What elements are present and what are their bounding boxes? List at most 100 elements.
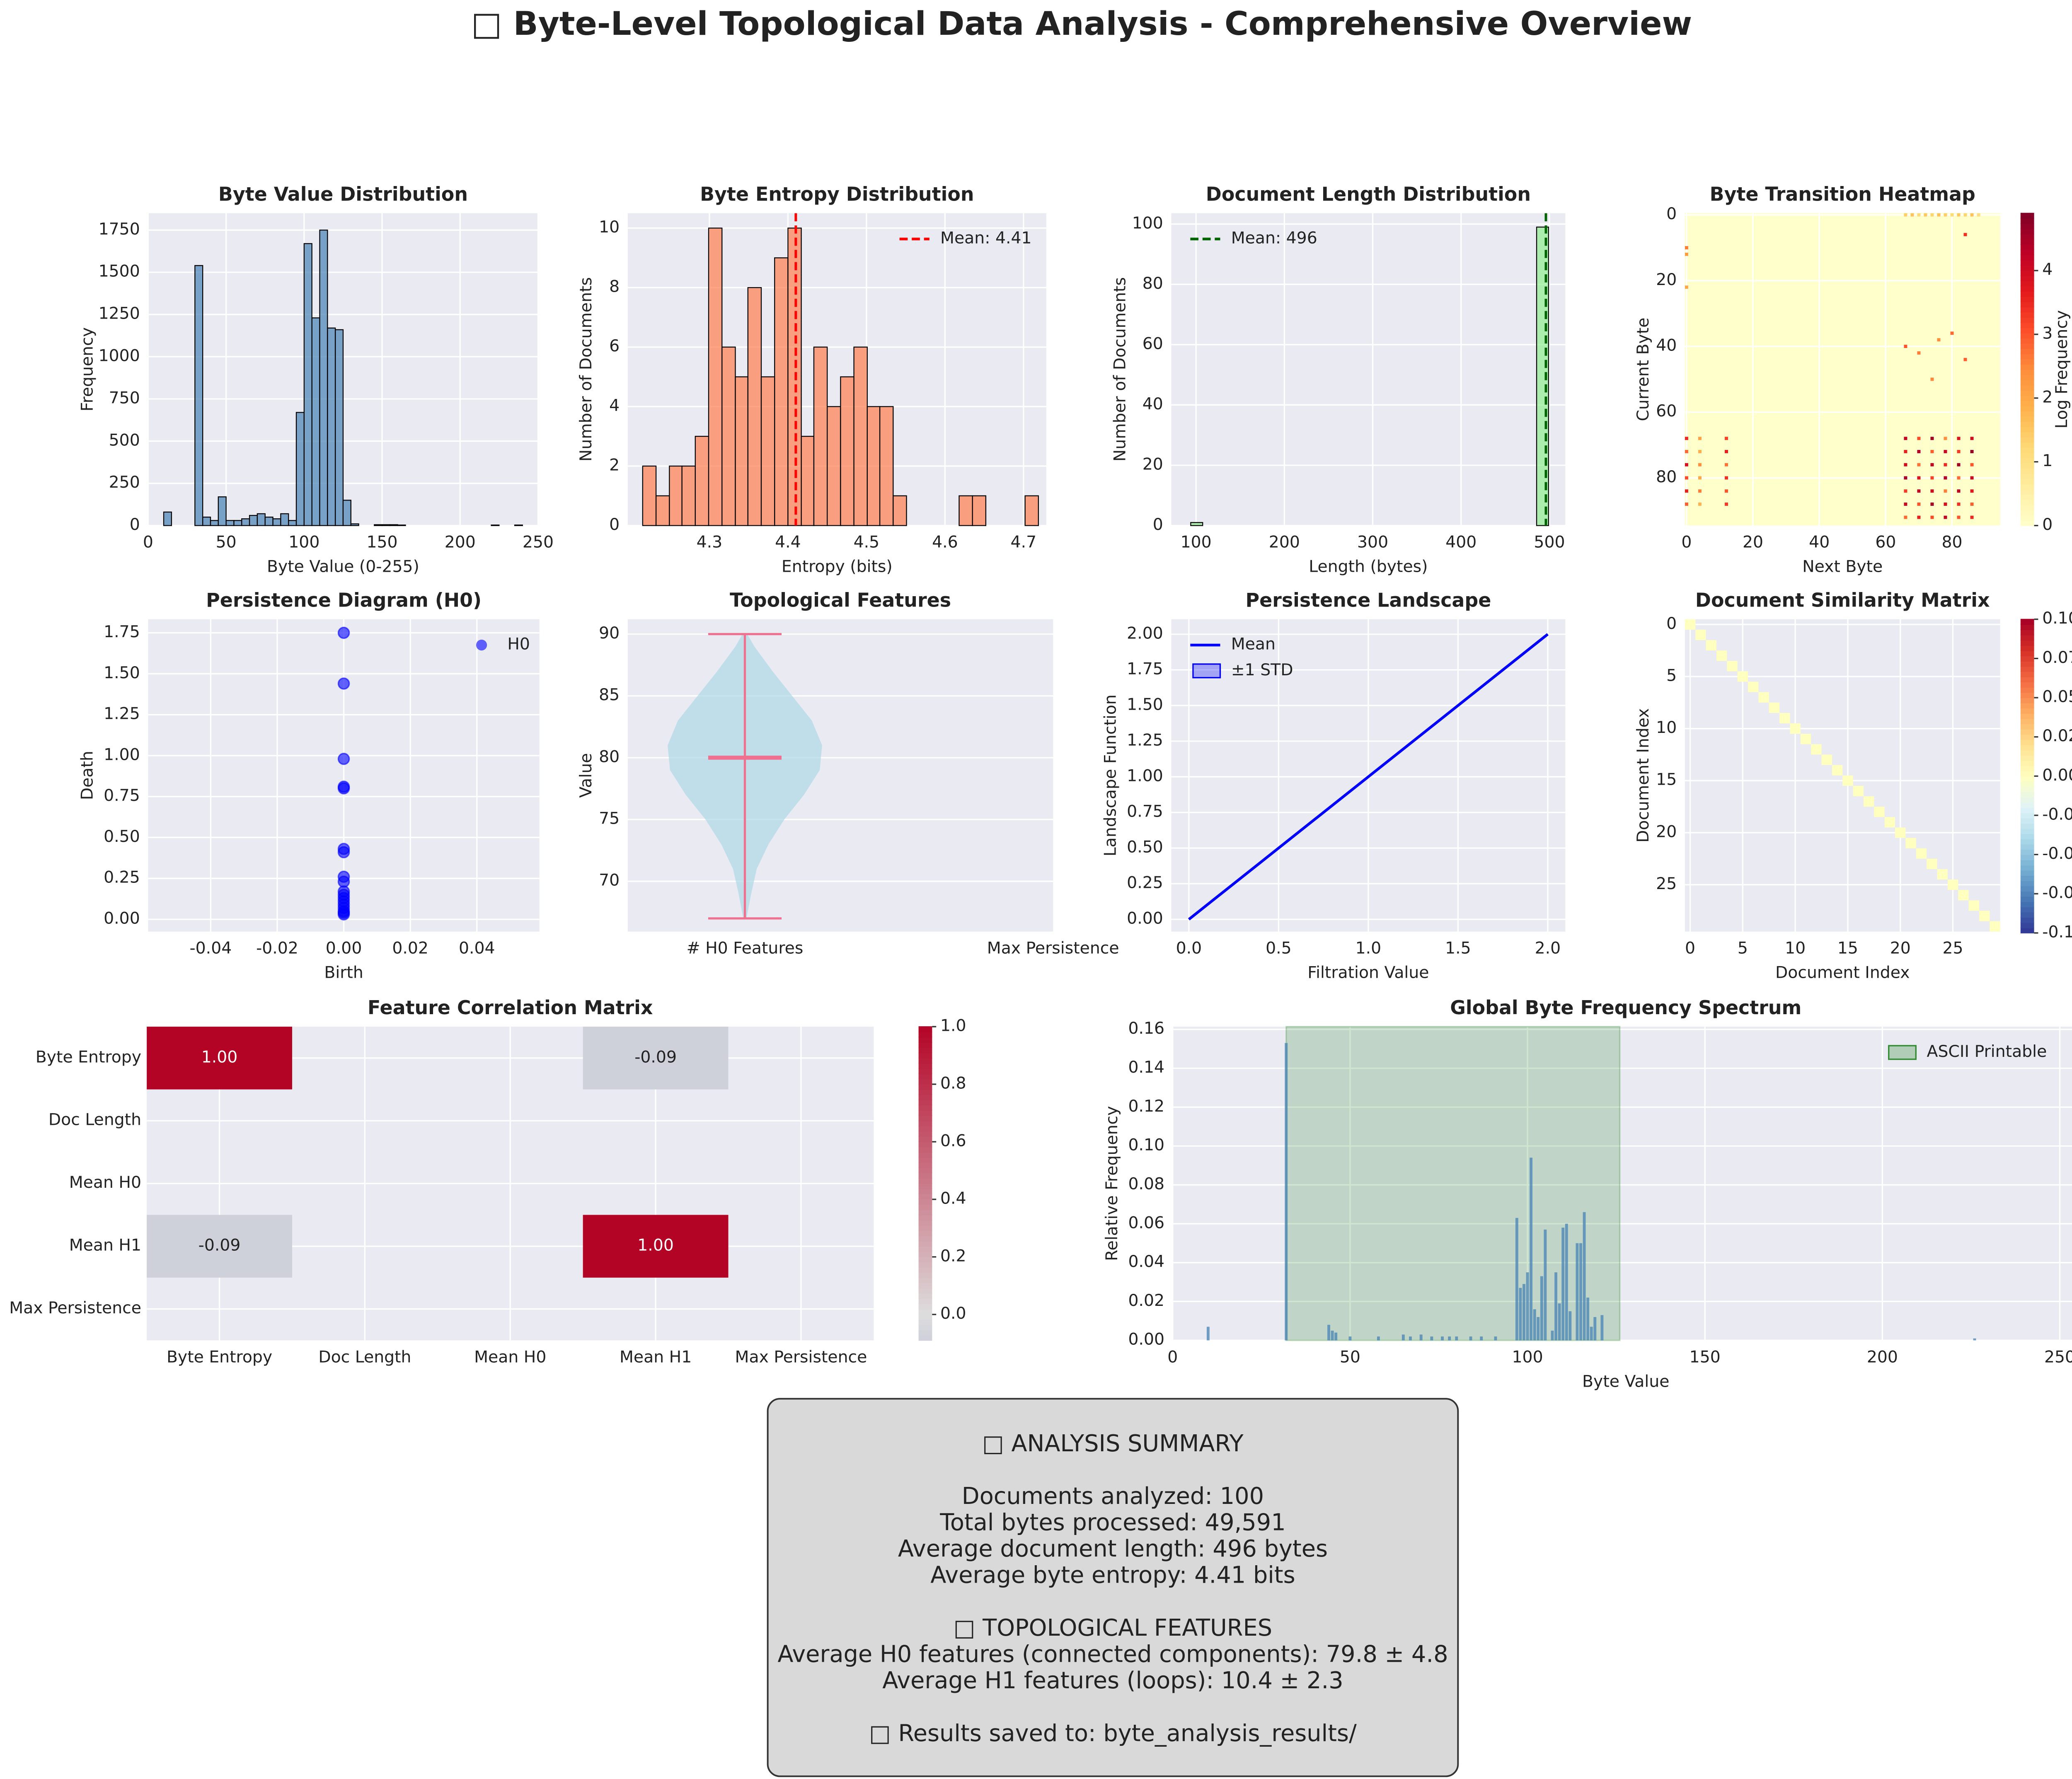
colorbar-segment (918, 1214, 932, 1221)
heatmap-cell (1930, 213, 1934, 217)
colorbar-segment (2020, 431, 2034, 437)
heatmap-cell (1944, 463, 1947, 467)
x-tick-label: 40 (1809, 533, 1830, 552)
colorbar-segment (918, 1303, 932, 1310)
bar (1327, 1325, 1330, 1341)
histogram-bar (264, 517, 274, 526)
colorbar-segment (2020, 233, 2034, 240)
y-tick-label: 2.00 (1127, 624, 1163, 643)
colorbar-segment (918, 1146, 932, 1153)
heatmap-cell (1944, 437, 1947, 440)
x-tick-label: 200 (1269, 533, 1300, 552)
heatmap-cell (1930, 437, 1934, 440)
y-tick-label: 500 (109, 430, 140, 450)
heatmap-cell (1930, 502, 1934, 506)
bar (1530, 1158, 1533, 1341)
legend-swatch (1888, 1045, 1917, 1060)
y-tick-label: 0.04 (1128, 1252, 1164, 1271)
bar (1285, 1043, 1288, 1341)
x-axis-label: Length (bytes) (1309, 557, 1428, 576)
y-tick-label: 10 (1656, 718, 1677, 737)
colorbar-segment (2020, 776, 2034, 782)
heatmap-cell (1724, 437, 1728, 440)
colorbar-segment (918, 1246, 932, 1252)
histogram-bar (959, 495, 973, 526)
bar (1561, 1228, 1565, 1341)
colorbar-tick-label: 0.000 (2042, 766, 2072, 785)
y-tick-label: 0.50 (1127, 837, 1163, 856)
x-tick-label: 4.7 (1011, 533, 1037, 552)
x-tick-label: 20 (1890, 939, 1911, 958)
heatmap-cell (1917, 463, 1921, 467)
colorbar-segment (2020, 844, 2034, 850)
colorbar-segment (2020, 389, 2034, 396)
y-tick-label: 85 (599, 685, 620, 704)
colorbar-segment (2020, 228, 2034, 234)
colorbar-segment (2020, 854, 2034, 860)
colorbar-segment (918, 1220, 932, 1226)
chart-title: Global Byte Frequency Spectrum (1450, 996, 1801, 1019)
histogram-bar (334, 329, 344, 526)
colorbar-segment (2020, 400, 2034, 406)
heatmap-cell (1895, 827, 1906, 838)
bar (1430, 1336, 1433, 1341)
chart-title: Byte Transition Heatmap (1710, 183, 1975, 205)
heatmap-cell (1724, 476, 1728, 480)
colorbar-segment (2020, 807, 2034, 813)
heatmap-cell (1937, 338, 1941, 342)
y-tick-label: 1.75 (1127, 659, 1163, 678)
summary-line: Average byte entropy: 4.41 bits (930, 1562, 1295, 1589)
colorbar-segment (918, 1167, 932, 1174)
summary-line: Average H1 features (loops): 10.4 ± 2.3 (882, 1667, 1343, 1694)
heatmap-cell (1917, 437, 1921, 440)
scatter-point (337, 782, 350, 795)
histogram-bar (801, 435, 815, 526)
heatmap-cell (1904, 463, 1907, 467)
histogram-bar (202, 517, 211, 526)
histogram-bar (760, 376, 775, 526)
colorbar-segment (2020, 306, 2034, 313)
heatmap-cell (1930, 377, 1934, 381)
y-tick-label: 70 (599, 871, 620, 890)
colorbar-segment (918, 1209, 932, 1216)
colorbar-segment (2020, 723, 2034, 730)
bar (1469, 1336, 1472, 1341)
heatmap-cell (1916, 848, 1927, 859)
colorbar-segment (2020, 421, 2034, 427)
y-tick-label: 0.25 (104, 868, 140, 887)
colorbar-segment (2020, 728, 2034, 735)
bar (1523, 1284, 1525, 1341)
heatmap-cell (1944, 489, 1947, 493)
colorbar-segment (2020, 754, 2034, 761)
bar (1593, 1317, 1597, 1341)
histogram-bar (327, 327, 336, 526)
bar (1526, 1272, 1529, 1341)
histogram-bar (1024, 495, 1039, 526)
colorbar-segment (918, 1047, 932, 1054)
summary-line: Average document length: 496 bytes (898, 1535, 1328, 1562)
heatmap-cell (1977, 213, 1980, 217)
histogram-bar (893, 495, 907, 526)
colorbar-tick-label: 0.050 (2042, 687, 2072, 706)
x-tick-label: 200 (445, 533, 476, 552)
histogram-bar (747, 287, 762, 526)
heatmap-cell (1957, 502, 1961, 506)
y-tick-label: 100 (1132, 213, 1163, 232)
heatmap-cell (147, 1027, 292, 1090)
y-tick-label: 20 (1656, 822, 1677, 841)
colorbar-segment (918, 1162, 932, 1168)
colorbar-segment (2020, 265, 2034, 271)
y-tick-label: Byte Entropy (36, 1047, 141, 1066)
legend-label: H0 (507, 634, 530, 653)
heatmap-cell (1970, 450, 1974, 453)
heatmap-cell (583, 1027, 729, 1090)
colorbar-segment (2020, 624, 2034, 630)
histogram-bar (280, 513, 289, 526)
x-tick-label: 300 (1357, 533, 1388, 552)
x-axis-label: Byte Value (0-255) (267, 557, 419, 576)
heatmap-cell (1685, 285, 1688, 289)
colorbar-segment (2020, 739, 2034, 745)
colorbar-tick-label: 0.100 (2042, 609, 2072, 628)
histogram-bar (288, 520, 297, 526)
heatmap-cell (1904, 345, 1907, 348)
